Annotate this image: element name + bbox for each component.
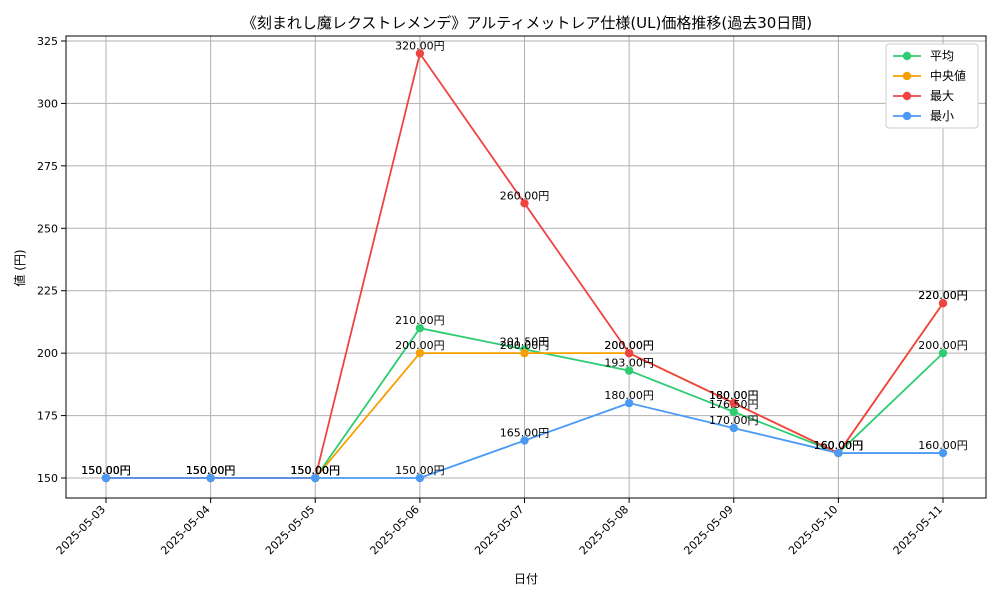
data-label: 200.00円 — [500, 339, 550, 352]
data-point — [729, 407, 738, 417]
grid-layer — [66, 36, 986, 498]
data-label: 150.00円 — [291, 464, 341, 477]
data-label: 210.00円 — [395, 314, 445, 327]
legend-box — [885, 43, 979, 129]
data-label: 150.00円 — [81, 464, 131, 477]
data-point — [834, 448, 843, 458]
data-point — [938, 348, 948, 358]
data-label: 150.00円 — [81, 464, 131, 477]
data-label: 170.00円 — [709, 414, 759, 427]
data-label: 193.00円 — [604, 357, 654, 370]
data-label: 150.00円 — [395, 464, 445, 477]
data-label: 220.00円 — [918, 289, 968, 302]
data-point — [311, 473, 320, 483]
data-label: 165.00円 — [500, 427, 550, 440]
series-layer — [101, 49, 948, 483]
data-label: 220.00円 — [918, 289, 968, 302]
chart-title: 《刻まれし魔レクストレメンデ》アルティメットレア仕様(UL)価格推移(過去30日… — [242, 14, 812, 32]
data-label: 160.00円 — [814, 439, 864, 452]
data-label: 150.00円 — [81, 464, 131, 477]
data-point — [624, 348, 634, 358]
data-point — [206, 473, 215, 483]
data-label: 150.00円 — [186, 464, 236, 477]
data-label: 200.00円 — [395, 339, 445, 352]
data-label: 180.00円 — [709, 389, 759, 402]
y-tick-label: 250 — [37, 222, 58, 235]
data-label: 180.00円 — [604, 389, 654, 402]
data-point — [415, 323, 425, 333]
data-point — [101, 473, 111, 483]
legend-label: 平均 — [930, 49, 954, 63]
data-point — [729, 398, 738, 408]
data-label: 176.50円 — [709, 398, 759, 411]
data-label: 200.00円 — [604, 339, 654, 352]
legend-swatch-marker — [902, 91, 912, 101]
data-point — [938, 448, 948, 458]
data-label: 160.00円 — [814, 439, 864, 452]
data-label: 200.00円 — [604, 339, 654, 352]
legend-label: 最小 — [930, 109, 954, 123]
legend-label: 最大 — [930, 89, 954, 103]
legend-swatch-marker — [902, 51, 912, 61]
data-label: 160.00円 — [814, 439, 864, 452]
data-label: 150.00円 — [291, 464, 341, 477]
data-label: 260.00円 — [500, 189, 550, 202]
data-label: 150.00円 — [81, 464, 131, 477]
data-point — [415, 49, 425, 58]
data-label: 150.00円 — [186, 464, 236, 477]
data-label: 200.00円 — [918, 339, 968, 352]
data-point — [624, 366, 634, 375]
legend-swatch-marker — [902, 71, 912, 81]
y-tick-label: 150 — [37, 472, 58, 485]
legend-label: 中央値 — [930, 68, 966, 83]
data-label: 150.00円 — [291, 464, 341, 477]
y-tick-label: 275 — [37, 160, 58, 173]
y-tick-label: 300 — [37, 97, 58, 110]
y-tick-label: 175 — [37, 410, 58, 423]
data-label: 150.00円 — [186, 464, 236, 477]
data-point — [938, 299, 948, 308]
data-label: 160.00円 — [918, 439, 968, 452]
data-label-layer: 150.00円 150.00円 150.00円 210.00円 201.50円 193.0… — [81, 39, 968, 477]
legend-swatch-marker — [902, 111, 912, 121]
data-label: 320.00円 — [395, 39, 445, 52]
y-tick-label: 200 — [37, 347, 58, 360]
data-point — [729, 423, 738, 433]
data-point — [624, 398, 634, 408]
data-point — [520, 436, 529, 445]
plot-frame — [65, 35, 987, 499]
x-axis-label: 日付 — [514, 572, 538, 586]
data-label: 150.00円 — [291, 464, 341, 477]
data-point — [415, 473, 425, 483]
data-point — [520, 348, 529, 358]
data-label: 180.00円 — [709, 389, 759, 402]
data-label: 201.50円 — [500, 335, 550, 348]
data-label: 160.00円 — [814, 439, 864, 452]
data-point — [520, 199, 529, 208]
data-label: 150.00円 — [186, 464, 236, 477]
y-axis-label: 値 (円) — [12, 249, 27, 286]
data-point — [415, 348, 425, 358]
y-tick-label: 325 — [37, 35, 58, 48]
y-tick-label: 225 — [37, 285, 58, 298]
